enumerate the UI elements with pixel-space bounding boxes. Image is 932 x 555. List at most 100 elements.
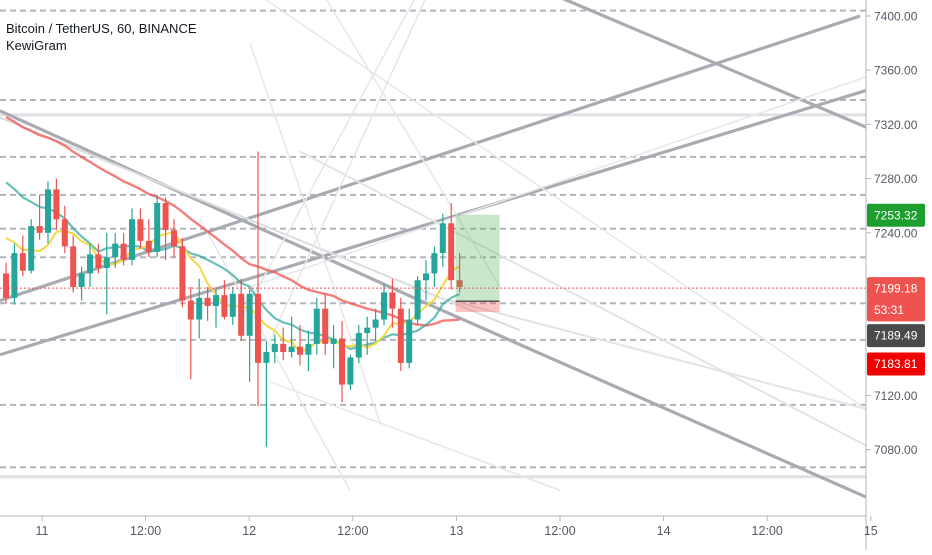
candle[interactable] — [112, 243, 119, 258]
candle[interactable] — [271, 343, 278, 353]
candles[interactable] — [3, 151, 463, 447]
trend-line[interactable] — [0, 116, 521, 332]
time-axis[interactable]: 11 12:00 12 12:00 13 12:00 14 12:00 15 — [36, 516, 878, 538]
candle[interactable] — [406, 319, 413, 363]
time-tick-label: 12:00 — [130, 524, 161, 538]
candle[interactable] — [355, 333, 362, 358]
candle[interactable] — [179, 246, 186, 301]
chart-legend: Bitcoin / TetherUS, 60, BINANCE KewiGram — [6, 20, 197, 54]
trend-line[interactable] — [239, 0, 420, 322]
candle[interactable] — [347, 357, 354, 385]
price-tick-label: 7280.00 — [874, 172, 918, 186]
candle[interactable] — [213, 295, 219, 306]
price-tag[interactable] — [867, 352, 925, 376]
candle[interactable] — [330, 338, 337, 344]
candle[interactable] — [53, 189, 60, 220]
time-tick-label: 14 — [657, 524, 671, 538]
candle[interactable] — [389, 292, 396, 309]
candle[interactable] — [103, 257, 110, 269]
candle[interactable] — [36, 226, 43, 233]
candle[interactable] — [45, 189, 51, 233]
candle[interactable] — [305, 343, 312, 355]
candle[interactable] — [431, 253, 438, 274]
trend-line[interactable] — [249, 76, 866, 288]
candle[interactable] — [120, 243, 127, 260]
trend-line[interactable] — [250, 0, 866, 410]
candle[interactable] — [339, 338, 345, 385]
time-tick-label: 13 — [449, 524, 463, 538]
candle[interactable] — [246, 293, 253, 336]
candle[interactable] — [137, 219, 144, 241]
candle[interactable] — [129, 219, 135, 260]
candle[interactable] — [288, 346, 295, 353]
candle[interactable] — [61, 219, 68, 247]
candle[interactable] — [171, 230, 177, 247]
time-tick-label: 12:00 — [337, 524, 368, 538]
candle[interactable] — [145, 240, 152, 252]
price-tag-label: 7199.18 — [874, 282, 918, 296]
price-tag-label: 7253.32 — [874, 208, 918, 222]
candle[interactable] — [263, 352, 270, 363]
candle[interactable] — [364, 327, 371, 334]
candle[interactable] — [414, 280, 421, 320]
candle[interactable] — [313, 308, 320, 344]
plot-area[interactable] — [0, 0, 866, 499]
trend-line[interactable] — [0, 109, 421, 303]
candle[interactable] — [456, 280, 463, 287]
time-tick-label: 11 — [36, 524, 49, 538]
moving-average-medium[interactable] — [5, 181, 461, 351]
candle[interactable] — [196, 297, 203, 320]
price-tag[interactable] — [867, 203, 925, 227]
trend-line[interactable] — [299, 150, 866, 447]
candle[interactable] — [322, 308, 329, 344]
price-tick-label: 7400.00 — [874, 10, 918, 24]
trend-line[interactable] — [269, 381, 561, 491]
candle[interactable] — [87, 254, 93, 274]
candle[interactable] — [95, 254, 102, 269]
price-tick-label: 7120.00 — [874, 389, 918, 403]
candle[interactable] — [221, 295, 228, 317]
candle[interactable] — [229, 293, 236, 317]
candle[interactable] — [439, 223, 446, 254]
candle[interactable] — [70, 246, 77, 287]
candle[interactable] — [19, 253, 26, 271]
candle[interactable] — [204, 297, 211, 306]
price-tag-label: 7183.81 — [874, 357, 918, 371]
price-tag[interactable] — [867, 324, 925, 348]
trend-line[interactable] — [540, 0, 866, 129]
price-tick-label: 7360.00 — [874, 64, 918, 78]
long-position-profit-zone[interactable] — [455, 214, 500, 302]
trend-line[interactable] — [439, 296, 866, 410]
candle[interactable] — [78, 273, 85, 287]
trend-line[interactable] — [0, 88, 866, 357]
price-tag-label: 53:31 — [874, 303, 904, 317]
indicator-label[interactable]: KewiGram — [6, 38, 67, 53]
candle[interactable] — [154, 202, 161, 252]
candle[interactable] — [381, 292, 387, 320]
candle[interactable] — [280, 343, 287, 353]
trend-line[interactable] — [419, 299, 866, 499]
candle[interactable] — [423, 273, 429, 281]
candle[interactable] — [28, 226, 35, 271]
price-tag[interactable] — [867, 277, 925, 301]
price-tick-label: 7240.00 — [874, 226, 918, 240]
candle[interactable] — [187, 300, 194, 320]
price-tag[interactable] — [867, 298, 925, 322]
price-tick-label: 7080.00 — [874, 443, 918, 457]
candle[interactable] — [297, 346, 303, 355]
candle[interactable] — [238, 293, 245, 336]
candle[interactable] — [3, 273, 9, 298]
trend-line[interactable] — [320, 0, 501, 288]
candle[interactable] — [448, 223, 455, 281]
candle[interactable] — [372, 319, 379, 328]
candle[interactable] — [397, 308, 404, 363]
candle[interactable] — [11, 253, 18, 298]
candle[interactable] — [162, 202, 169, 231]
price-axis[interactable]: 7400.00 7360.00 7320.00 7280.00 7240.00 7120.… — [866, 10, 925, 458]
candle[interactable] — [255, 293, 261, 363]
symbol-title[interactable]: Bitcoin / TetherUS, 60, BINANCE — [6, 21, 197, 36]
time-tick-label: 15 — [864, 524, 878, 538]
long-position-stop-zone[interactable] — [455, 301, 500, 312]
